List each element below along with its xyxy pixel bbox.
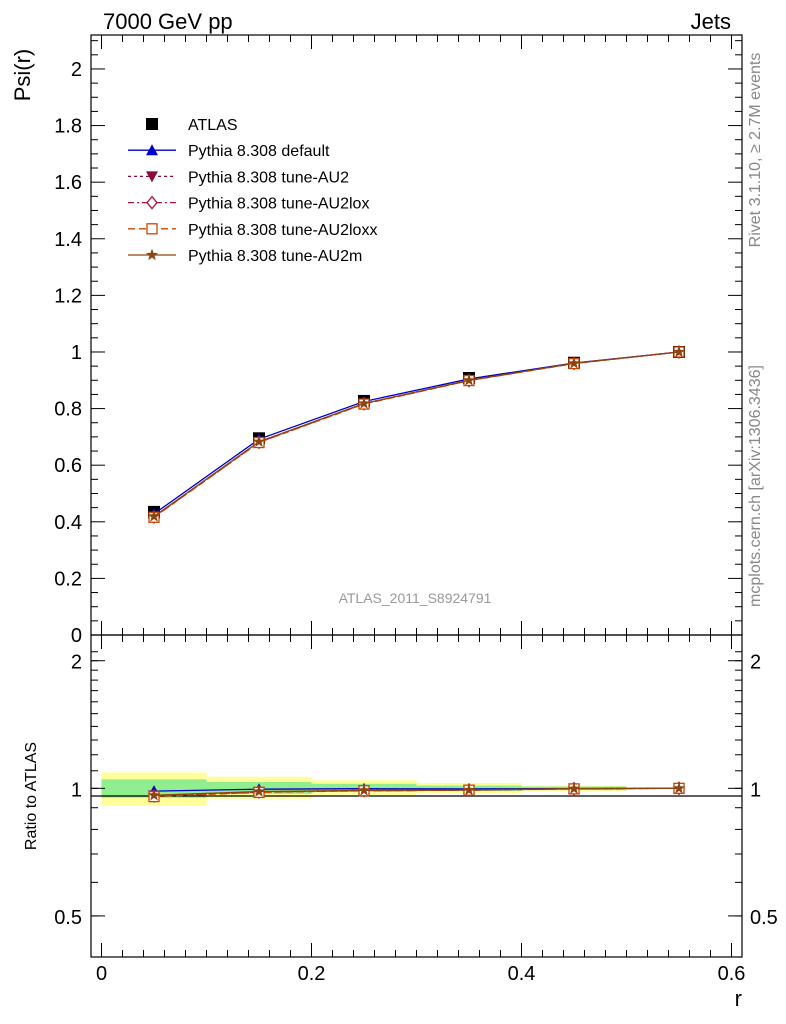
data-point [462,373,476,386]
rivet-version-label: Rivet 3.1.10, ≥ 2.7M events [747,53,764,248]
main-series-pythia-8-308-tune-au2loxx [148,346,685,523]
main-series-pythia-8-308-tune-au2m [147,345,686,522]
legend-entry-pythia-8-308-tune-au2: Pythia 8.308 tune-AU2 [128,169,349,186]
ratio-y-axis-title: Ratio to ATLAS [23,742,40,850]
legend-label: Pythia 8.308 tune-AU2lox [188,196,369,213]
data-point [567,782,581,794]
main-y-tick-label: 0.4 [54,512,82,534]
main-y-tick-label: 1.8 [54,116,82,138]
legend-label: Pythia 8.308 default [188,143,330,160]
data-point [252,435,266,447]
series-line [153,351,680,518]
data-point [147,788,161,801]
x-axis-title: r [735,986,742,1011]
main-y-tick-label: 2 [71,59,82,81]
legend-marker [146,171,158,183]
analysis-watermark: ATLAS_2011_S8924791 [339,590,492,606]
data-point [567,356,581,369]
legend: ATLAS Pythia 8.308 default Pythia 8.308 tu… [128,117,377,265]
x-tick-label: 0.2 [298,963,326,985]
data-point [672,345,686,358]
ratio-y-tick-label-left: 0.5 [54,907,82,929]
data-point [462,783,476,796]
main-y-tick-label: 0.8 [54,399,82,421]
legend-marker [146,223,158,235]
data-point [252,785,266,797]
ratio-y-tick-label-right: 2 [750,652,761,674]
ratio-data-marks [147,781,686,804]
legend-entry-pythia-8-308-tune-au2m: Pythia 8.308 tune-AU2m [128,248,362,265]
main-series-pythia-8-308-default [148,345,685,519]
legend-entry-pythia-8-308-default: Pythia 8.308 default [128,143,330,160]
ratio-y-tick-label-left: 2 [71,652,82,674]
x-tick-label: 0.6 [718,963,746,985]
collision-energy-label: 7000 GeV pp [103,9,233,34]
legend-label: Pythia 8.308 tune-AU2loxx [188,222,377,239]
main-data-marks [147,344,686,524]
legend-marker [146,195,158,210]
legend-marker [146,144,158,156]
ratio-panel: 0.5 0.5 1 1 2 2 0 0.2 0.4 0.6 [54,634,778,985]
main-panel: 0 0.2 0.4 0.6 0.8 1 1.2 1.4 1.6 1.8 2 [54,34,743,647]
data-point [357,783,371,796]
series-line [153,351,680,518]
series-line [153,787,680,796]
series-line [153,351,680,518]
legend-entry-atlas: ATLAS [146,117,238,134]
legend-label: Pythia 8.308 tune-AU2 [188,169,349,186]
legend-marker [146,118,158,130]
legend-label: Pythia 8.308 tune-AU2m [188,248,362,265]
main-series-pythia-8-308-tune-au2lox [148,344,685,524]
legend-label: ATLAS [188,117,238,134]
main-y-tick-label: 0 [71,625,82,647]
legend-marker [145,248,159,261]
legend-entry-pythia-8-308-tune-au2loxx: Pythia 8.308 tune-AU2loxx [128,222,377,239]
main-series-pythia-8-308-tune-au2 [148,346,685,523]
legend-entry-pythia-8-308-tune-au2lox: Pythia 8.308 tune-AU2lox [128,195,369,213]
ratio-y-tick-label-right: 0.5 [750,907,778,929]
ratio-y-tick-label-right: 1 [750,779,761,801]
main-y-tick-label: 0.6 [54,455,82,477]
main-y-tick-label: 1 [71,342,82,364]
series-line [153,351,680,517]
x-tick-label: 0 [96,963,107,985]
x-tick-label: 0.4 [508,963,536,985]
main-y-tick-label: 1.2 [54,285,82,307]
main-y-tick-label: 0.2 [54,568,82,590]
main-y-tick-label: 1.4 [54,229,82,251]
process-label: Jets [691,9,731,34]
series-line [153,351,680,515]
main-y-tick-label: 1.6 [54,172,82,194]
ratio-axis-ticks: 0.5 0.5 1 1 2 2 0 0.2 0.4 0.6 [54,635,778,985]
data-point [672,781,686,794]
ratio-series-pythia-8-308-tune-au2m [147,781,686,801]
main-axis-ticks: 0 0.2 0.4 0.6 0.8 1 1.2 1.4 1.6 1.8 2 [54,35,742,647]
main-y-axis-title: Psi(r) [10,49,35,102]
data-point [357,397,371,409]
data-point [147,509,161,522]
mcplots-reference-label: mcplots.cern.ch [arXiv:1306.3436] [747,365,764,607]
ratio-y-tick-label-left: 1 [71,779,82,801]
main-series-atlas [148,345,685,518]
